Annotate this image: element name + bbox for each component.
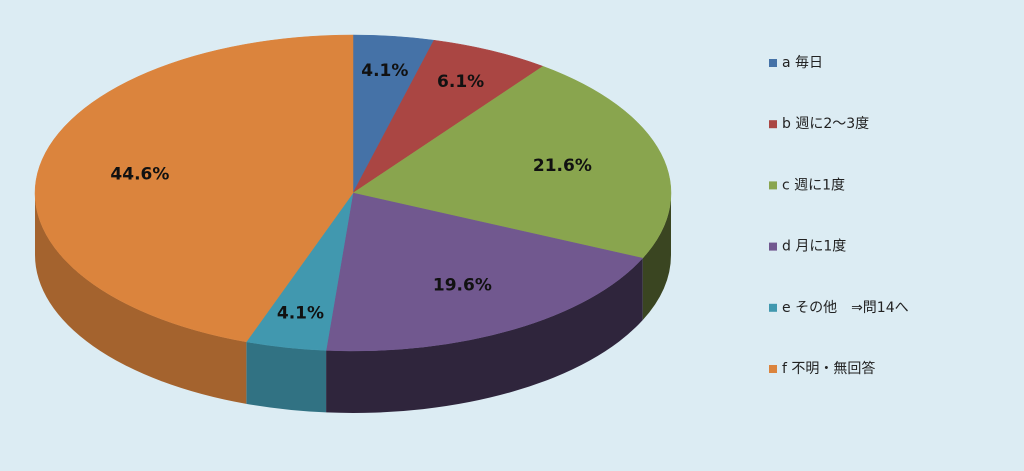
slice-side: [35, 193, 247, 404]
legend-label: c 週に1度: [782, 177, 845, 193]
legend-swatch: [769, 303, 777, 312]
legend-label: b 週に2～3度: [782, 116, 869, 132]
legend-swatch: [769, 365, 777, 373]
value-label: 19.6%: [433, 276, 492, 296]
legend-label: d 月に1度: [782, 239, 846, 255]
slice: [352, 39, 544, 194]
legend-swatch: [769, 242, 777, 251]
legend-swatch: [769, 181, 777, 190]
slice-side: [642, 193, 671, 321]
legend-label: e その他 ⇒問14へ: [782, 300, 909, 316]
legend-swatch: [769, 120, 777, 129]
value-label: 4.1%: [277, 303, 324, 323]
slice: [34, 34, 354, 343]
value-label: 21.6%: [533, 156, 592, 176]
legend-label: a 毎日: [782, 55, 823, 71]
legend-label: f 不明・無回答: [782, 360, 875, 377]
value-label: 6.1%: [437, 72, 484, 92]
slice: [352, 66, 672, 259]
legend-swatch: [769, 59, 777, 67]
slice: [325, 192, 644, 352]
slice-side: [246, 341, 327, 413]
value-label: 44.6%: [110, 165, 169, 185]
slice-side: [326, 258, 643, 414]
value-label: 4.1%: [361, 61, 408, 81]
